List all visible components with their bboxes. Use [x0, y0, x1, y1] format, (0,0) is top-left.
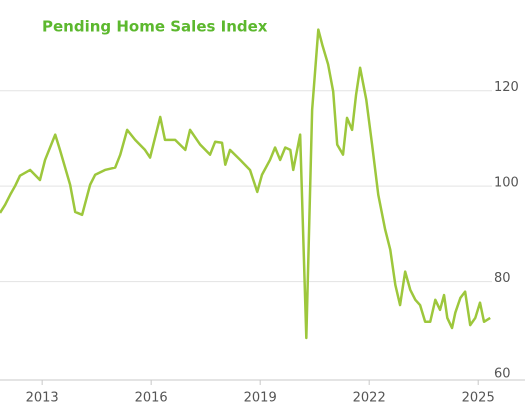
y-tick-label: 120 — [494, 80, 519, 95]
data-line — [0, 28, 491, 340]
x-tick-label: 2019 — [244, 391, 277, 406]
x-tick-label: 2013 — [26, 391, 59, 406]
y-tick-label: 60 — [494, 367, 511, 382]
x-tick-label: 2022 — [353, 391, 386, 406]
x-tick-label: 2025 — [462, 391, 495, 406]
y-tick-label: 100 — [494, 176, 519, 191]
chart-title: Pending Home Sales Index — [42, 18, 268, 36]
x-tick-label: 2016 — [135, 391, 168, 406]
y-tick-label: 80 — [494, 271, 511, 286]
